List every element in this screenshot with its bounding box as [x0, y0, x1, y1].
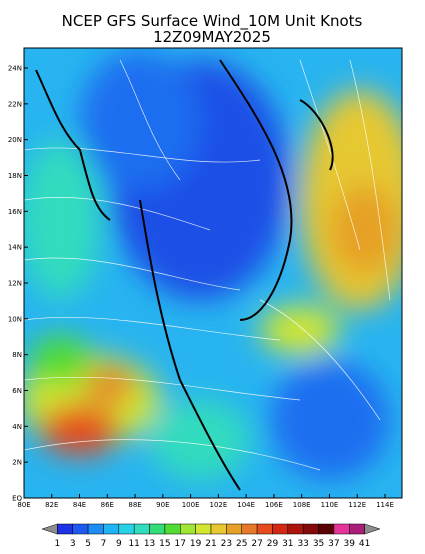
- colorbar-box: [57, 523, 73, 535]
- colorbar-box: [133, 523, 150, 535]
- colorbar-box: [103, 523, 120, 535]
- x-tick-label: 90E: [156, 501, 169, 509]
- x-tick-label: 80E: [17, 501, 30, 509]
- title: NCEP GFS Surface Wind_10M Unit Knots: [62, 12, 363, 31]
- colorbar-box: [241, 523, 258, 535]
- colorbar-box: [87, 523, 104, 535]
- x-tick-label: 110E: [321, 501, 339, 509]
- colorbar-box: [287, 523, 304, 535]
- x-tick-label: 108E: [293, 501, 311, 509]
- colorbar-label: 15: [159, 539, 170, 549]
- colorbar-label: 25: [236, 539, 247, 549]
- y-tick-label: 24N: [8, 65, 22, 73]
- y-tick-label: 8N: [12, 351, 22, 359]
- y-tick-label: 16N: [8, 208, 22, 216]
- map-frame: [23, 47, 403, 499]
- colorbar-label: 33: [297, 539, 308, 549]
- colorbar-label: 5: [85, 539, 91, 549]
- subtitle: 12Z09MAY2025: [153, 28, 271, 46]
- colorbar-box: [349, 523, 365, 535]
- colorbar-label: 1: [54, 539, 60, 549]
- colorbar-label: 31: [282, 539, 293, 549]
- colorbar-label: 35: [313, 539, 324, 549]
- y-tick-label: 2N: [12, 459, 22, 467]
- colorbar-box: [118, 523, 135, 535]
- x-tick-label: 102E: [209, 501, 227, 509]
- x-tick-label: 106E: [265, 501, 283, 509]
- x-tick-label: 86E: [101, 501, 114, 509]
- colorbar-box: [318, 523, 335, 535]
- x-tick-label: 104E: [237, 501, 255, 509]
- colorbar-box: [195, 523, 212, 535]
- colorbar-arrow: [364, 523, 381, 535]
- colorbar-box: [272, 523, 289, 535]
- y-tick-label: 4N: [12, 423, 22, 431]
- colorbar-label: 37: [328, 539, 339, 549]
- x-tick-label: 88E: [128, 501, 141, 509]
- y-tick-label: 6N: [12, 387, 22, 395]
- wind-field: [24, 48, 402, 498]
- colorbar-label: 23: [221, 539, 232, 549]
- colorbar-label: 13: [144, 539, 155, 549]
- colorbar-label: 7: [101, 539, 107, 549]
- colorbar-label: 21: [205, 539, 216, 549]
- y-tick-label: 20N: [8, 136, 22, 144]
- colorbar-arrow: [41, 523, 58, 535]
- y-tick-label: 12N: [8, 280, 22, 288]
- y-tick-label: 18N: [8, 172, 22, 180]
- colorbar-box: [210, 523, 227, 535]
- colorbar-label: 19: [190, 539, 202, 549]
- y-tick-label: 14N: [8, 244, 22, 252]
- colorbar-label: 27: [251, 539, 262, 549]
- x-tick-label: 100E: [182, 501, 200, 509]
- colorbar-box: [72, 523, 89, 535]
- colorbar-label: 29: [267, 539, 279, 549]
- colorbar-label: 39: [344, 539, 356, 549]
- colorbar-label: 17: [175, 539, 186, 549]
- colorbar-box: [180, 523, 196, 535]
- colorbar-label: 9: [116, 539, 122, 549]
- colorbar-label: 3: [70, 539, 76, 549]
- x-tick-label: 112E: [348, 501, 366, 509]
- colorbar-box: [226, 523, 242, 535]
- colorbar-box: [149, 523, 166, 535]
- colorbar-box: [164, 523, 181, 535]
- colorbar-label: 11: [128, 539, 139, 549]
- colorbar-label: 41: [359, 539, 370, 549]
- y-tick-label: 22N: [8, 100, 22, 108]
- y-tick-label: EQ: [12, 495, 22, 503]
- colorbar-box: [256, 523, 273, 535]
- x-tick-label: 114E: [376, 501, 394, 509]
- x-tick-label: 84E: [73, 501, 86, 509]
- colorbar-box: [302, 523, 319, 535]
- x-tick-label: 82E: [45, 501, 58, 509]
- y-tick-label: 10N: [8, 315, 22, 323]
- colorbar-box: [333, 523, 350, 535]
